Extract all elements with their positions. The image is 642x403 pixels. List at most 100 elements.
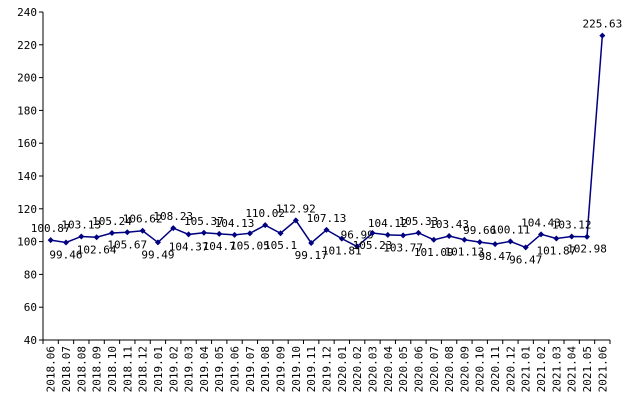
data-label: 102.64 (77, 243, 117, 256)
point (400, 232, 407, 239)
y-tick-label: 40 (24, 334, 37, 347)
x-tick-label: 2020.03 (366, 346, 379, 392)
x-tick-label: 2019.04 (198, 346, 211, 393)
x-tick-label: 2018.07 (60, 346, 73, 392)
point (170, 225, 177, 232)
point (108, 230, 115, 237)
point (292, 217, 299, 224)
x-tick-label: 2019.01 (152, 346, 165, 392)
point (124, 229, 131, 236)
data-label: 101.13 (445, 246, 485, 259)
point (139, 227, 146, 234)
x-tick-label: 2020.04 (382, 346, 395, 393)
data-label: 100.11 (491, 223, 531, 236)
point (246, 230, 253, 237)
data-label: 101.87 (536, 245, 576, 258)
point (262, 222, 269, 229)
x-tick-label: 2019.02 (167, 346, 180, 392)
y-tick-label: 180 (17, 104, 37, 117)
data-label: 96.99 (341, 229, 374, 242)
x-tick-label: 2020.09 (458, 346, 471, 392)
data-label: 100.87 (31, 222, 71, 235)
data-label: 105.24 (92, 215, 132, 228)
data-label: 104.13 (215, 217, 255, 230)
point (47, 237, 54, 244)
x-tick-label: 2020.10 (474, 346, 487, 392)
x-tick-label: 2021.04 (566, 346, 579, 393)
point (354, 243, 361, 250)
data-label: 105.23 (353, 239, 393, 252)
data-label: 105.05 (230, 239, 270, 252)
x-tick-label: 2020.05 (397, 346, 410, 392)
y-tick-label: 80 (24, 268, 37, 281)
data-label: 105.37 (184, 215, 224, 228)
data-label: 225.63 (582, 18, 622, 31)
data-label: 99.46 (49, 248, 82, 261)
y-tick-label: 120 (17, 203, 37, 216)
point (507, 238, 514, 245)
x-tick-label: 2021.05 (581, 346, 594, 392)
data-label: 108.23 (153, 210, 193, 223)
point (492, 241, 499, 248)
point (308, 239, 315, 246)
point (415, 229, 422, 236)
data-label: 104.7 (203, 240, 236, 253)
point (338, 235, 345, 242)
x-tick-label: 2019.08 (259, 346, 272, 392)
x-tick-label: 2018.08 (75, 346, 88, 392)
data-label: 99.17 (295, 249, 328, 262)
x-tick-label: 2018.12 (137, 346, 150, 392)
x-tick-label: 2019.03 (183, 346, 196, 392)
x-tick-label: 2021.02 (535, 346, 548, 392)
x-tick-label: 2021.03 (550, 346, 563, 392)
data-label: 101.81 (322, 245, 362, 258)
point (200, 229, 207, 236)
x-tick-label: 2020.07 (428, 346, 441, 392)
data-label: 102.98 (567, 243, 607, 256)
point (476, 239, 483, 246)
x-tick-label: 2018.06 (45, 346, 58, 392)
data-label: 104.43 (521, 216, 561, 229)
data-label: 107.13 (307, 212, 347, 225)
x-tick-label: 2019.09 (275, 346, 288, 392)
point (216, 230, 223, 237)
point (384, 231, 391, 238)
data-label: 104.37 (169, 240, 209, 253)
point (584, 233, 591, 240)
point (430, 236, 437, 243)
point (62, 239, 69, 246)
data-label: 103.43 (429, 218, 469, 231)
x-tick-label: 2019.05 (213, 346, 226, 392)
point (446, 232, 453, 239)
point (231, 231, 238, 238)
x-tick-label: 2018.11 (121, 346, 134, 392)
point (154, 239, 161, 246)
data-label: 105.33 (399, 215, 439, 228)
data-label: 110.02 (245, 207, 285, 220)
x-tick-label: 2019.07 (244, 346, 257, 392)
y-tick-label: 60 (24, 301, 37, 314)
point (599, 32, 606, 39)
x-tick-label: 2021.06 (596, 346, 609, 392)
data-label: 96.47 (509, 253, 542, 266)
point (78, 233, 85, 240)
data-label: 103.12 (552, 218, 592, 231)
data-label: 99.66 (463, 224, 496, 237)
data-label: 105.1 (264, 239, 297, 252)
point (553, 235, 560, 242)
x-tick-label: 2019.12 (321, 346, 334, 392)
point (461, 236, 468, 243)
x-tick-label: 2018.10 (106, 346, 119, 392)
x-tick-label: 2019.11 (305, 346, 318, 392)
data-label: 105.67 (107, 238, 147, 251)
data-label: 106.62 (123, 213, 163, 226)
data-label: 98.47 (479, 250, 512, 263)
y-tick-label: 240 (17, 6, 37, 19)
x-tick-label: 2019.06 (229, 346, 242, 392)
x-tick-label: 2020.06 (412, 346, 425, 392)
y-tick-label: 200 (17, 72, 37, 85)
data-label: 103.13 (61, 218, 101, 231)
point (568, 233, 575, 240)
point (93, 234, 100, 241)
